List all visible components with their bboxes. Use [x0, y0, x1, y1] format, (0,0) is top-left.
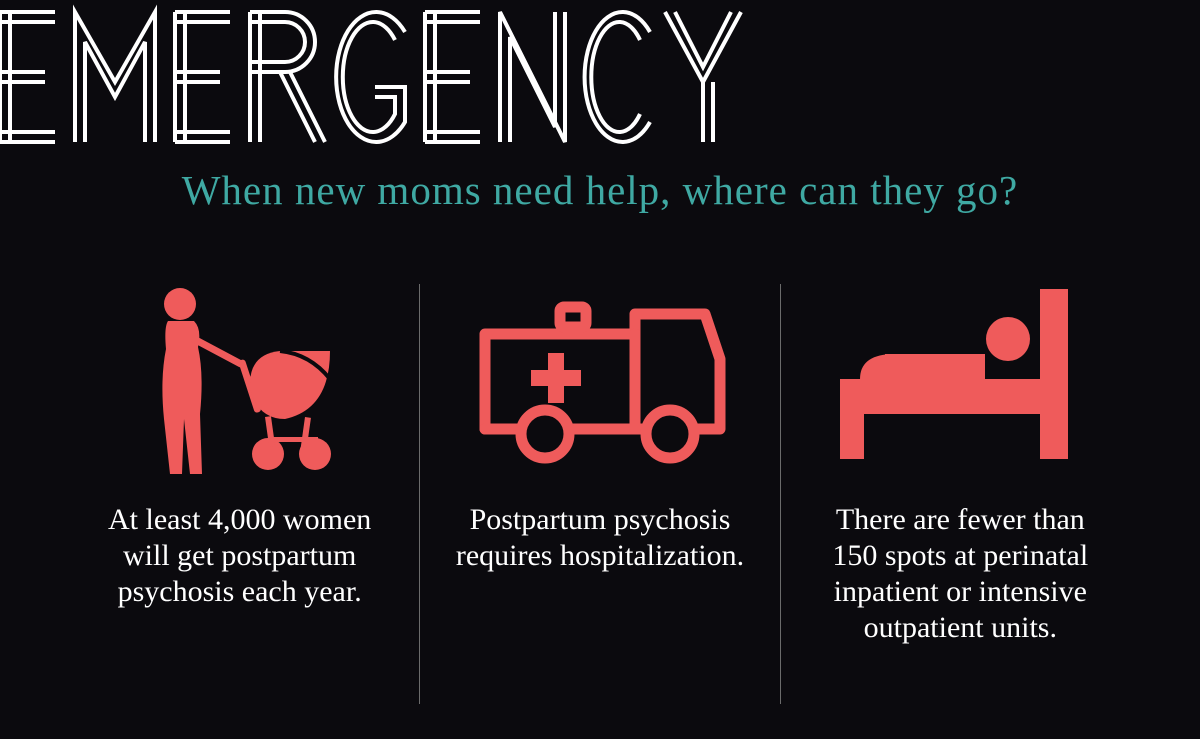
columns-container: At least 4,000 women will get postpartum… [0, 274, 1200, 704]
subtitle: When new moms need help, where can they … [0, 166, 1200, 214]
main-title [0, 0, 1200, 152]
mom-stroller-icon [90, 274, 389, 484]
column-3: There are fewer than 150 spots at perina… [781, 274, 1140, 704]
column-2: Postpartum psychosis requires hospitaliz… [420, 274, 779, 704]
hospital-bed-icon [811, 274, 1110, 484]
caption-1: At least 4,000 women will get postpartum… [90, 502, 389, 610]
ambulance-icon [450, 274, 749, 484]
column-1: At least 4,000 women will get postpartum… [60, 274, 419, 704]
caption-2: Postpartum psychosis requires hospitaliz… [450, 502, 749, 574]
emergency-wordmark [0, 2, 820, 152]
caption-3: There are fewer than 150 spots at perina… [811, 502, 1110, 646]
